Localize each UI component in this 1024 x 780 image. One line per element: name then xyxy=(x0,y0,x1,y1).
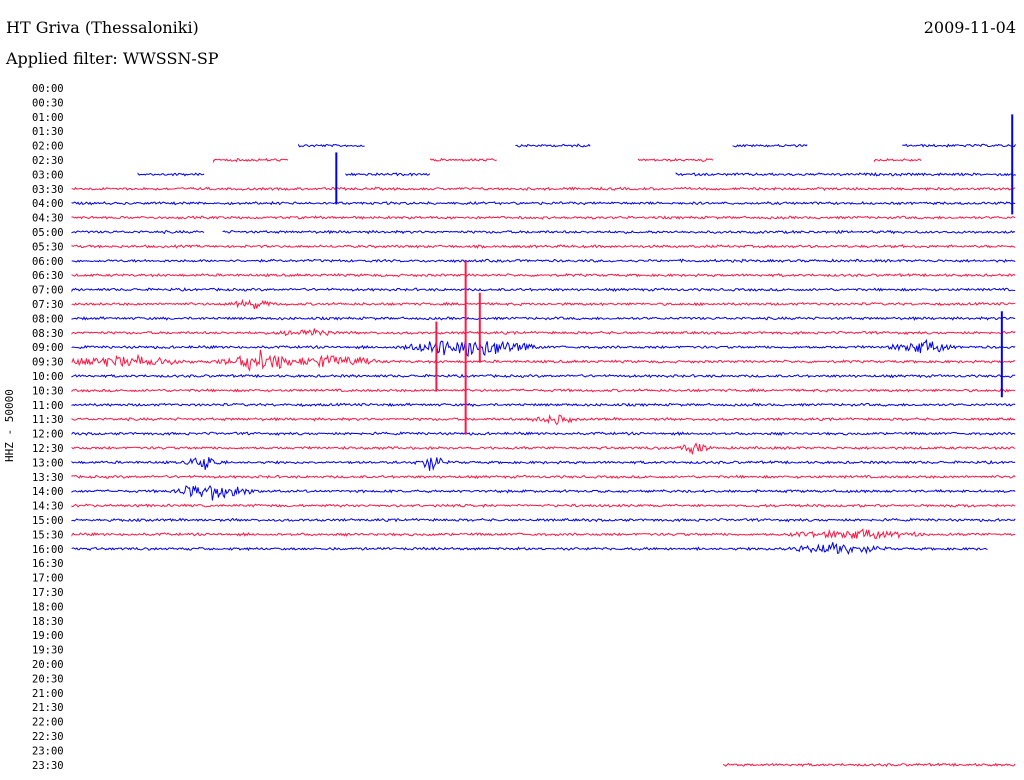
time-tick-label: 09:30 xyxy=(32,357,64,369)
trace-line-0230 xyxy=(637,157,714,162)
time-tick-label: 05:00 xyxy=(32,227,64,239)
time-tick-label: 15:30 xyxy=(32,529,64,541)
trace-line-1200 xyxy=(71,431,1016,437)
time-tick-label: 20:00 xyxy=(32,659,64,671)
time-tick-label: 18:00 xyxy=(32,601,64,613)
time-tick-label: 01:00 xyxy=(32,112,64,124)
trace-line-0330 xyxy=(71,186,1016,192)
trace-line-1030 xyxy=(71,388,1016,393)
time-tick-label: 11:30 xyxy=(32,414,64,426)
trace-line-1330 xyxy=(71,474,1016,480)
trace-line-1500 xyxy=(71,517,1016,523)
trace-line-1230 xyxy=(71,442,1016,455)
time-tick-label: 23:00 xyxy=(32,745,64,757)
time-tick-label: 04:00 xyxy=(32,198,64,210)
trace-line-0530 xyxy=(71,244,1016,249)
time-tick-label: 17:30 xyxy=(32,587,64,599)
time-tick-label: 09:00 xyxy=(32,342,64,354)
trace-lines xyxy=(71,114,1017,768)
time-tick-label: 03:00 xyxy=(32,169,64,181)
station-title: HT Griva (Thessaloniki) xyxy=(6,18,199,37)
time-tick-label: 13:30 xyxy=(32,472,64,484)
time-tick-label: 16:00 xyxy=(32,544,64,556)
trace-line-0730 xyxy=(71,298,1016,310)
time-tick-label: 23:30 xyxy=(32,760,64,772)
time-tick-label: 20:30 xyxy=(32,673,64,685)
time-tick-label: 03:30 xyxy=(32,184,64,196)
trace-line-0800 xyxy=(71,316,1016,321)
trace-line-0200 xyxy=(515,143,591,148)
trace-line-0900 xyxy=(71,338,1016,358)
trace-line-0400 xyxy=(71,200,1016,206)
time-tick-label: 02:30 xyxy=(32,155,64,167)
time-tick-label: 08:30 xyxy=(32,328,64,340)
time-tick-label: 21:00 xyxy=(32,688,64,700)
trace-line-0200 xyxy=(902,143,1016,148)
filter-label: Applied filter: WWSSN-SP xyxy=(6,49,219,68)
time-tick-label: 11:00 xyxy=(32,400,64,412)
time-tick-label: 06:00 xyxy=(32,256,64,268)
trace-line-0500 xyxy=(222,229,1016,235)
date-label: 2009-11-04 xyxy=(923,18,1016,37)
trace-line-0300 xyxy=(137,172,205,177)
time-tick-label: 18:30 xyxy=(32,616,64,628)
time-tick-label: 17:00 xyxy=(32,573,64,585)
trace-line-0830 xyxy=(71,328,1016,337)
time-tick-label: 06:30 xyxy=(32,270,64,282)
trace-line-0200 xyxy=(732,143,808,148)
time-tick-label: 14:00 xyxy=(32,486,64,498)
time-tick-label: 01:30 xyxy=(32,126,64,138)
time-tick-label: 07:30 xyxy=(32,299,64,311)
trace-line-0200 xyxy=(298,143,365,148)
trace-line-0930 xyxy=(71,349,1016,372)
trace-line-1430 xyxy=(71,503,1016,508)
time-tick-label: 00:30 xyxy=(32,97,64,109)
trace-line-0630 xyxy=(71,272,1016,278)
time-tick-label: 14:30 xyxy=(32,501,64,513)
trace-line-0230 xyxy=(430,157,497,162)
trace-line-0700 xyxy=(71,287,1016,293)
trace-line-0600 xyxy=(71,258,1016,264)
time-tick-label: 02:00 xyxy=(32,141,64,153)
time-tick-label: 22:30 xyxy=(32,731,64,743)
time-tick-label: 16:30 xyxy=(32,558,64,570)
time-tick-label: 15:00 xyxy=(32,515,64,527)
time-tick-label: 04:30 xyxy=(32,213,64,225)
trace-line-0230 xyxy=(873,157,922,163)
time-tick-label: 19:00 xyxy=(32,630,64,642)
trace-line-1600 xyxy=(71,542,988,555)
time-tick-label: 21:30 xyxy=(32,702,64,714)
trace-line-1130 xyxy=(71,413,1016,426)
time-tick-label: 13:00 xyxy=(32,457,64,469)
trace-line-2330 xyxy=(722,762,1016,768)
time-tick-labels: 00:00 00:30 01:00 01:30 02:00 02:30 03:00 03:30… xyxy=(32,83,64,772)
trace-line-1000 xyxy=(71,373,1016,379)
trace-line-1100 xyxy=(71,402,1016,408)
time-tick-label: 22:00 xyxy=(32,717,64,729)
time-tick-label: 08:00 xyxy=(32,313,64,325)
trace-line-0300 xyxy=(675,171,1017,177)
time-tick-label: 12:00 xyxy=(32,429,64,441)
trace-line-0500 xyxy=(71,229,205,235)
time-tick-label: 19:30 xyxy=(32,645,64,657)
time-tick-label: 00:00 xyxy=(32,83,64,95)
trace-line-0230 xyxy=(213,157,289,164)
time-tick-label: 12:30 xyxy=(32,443,64,455)
time-tick-label: 10:00 xyxy=(32,371,64,383)
trace-line-1400 xyxy=(71,484,1016,501)
trace-line-0430 xyxy=(71,215,1016,220)
trace-line-1300 xyxy=(71,457,1016,471)
time-tick-label: 05:30 xyxy=(32,241,64,253)
time-tick-label: 07:00 xyxy=(32,285,64,297)
trace-line-1530 xyxy=(71,528,1016,540)
trace-line-0300 xyxy=(345,172,431,177)
time-tick-label: 10:30 xyxy=(32,385,64,397)
